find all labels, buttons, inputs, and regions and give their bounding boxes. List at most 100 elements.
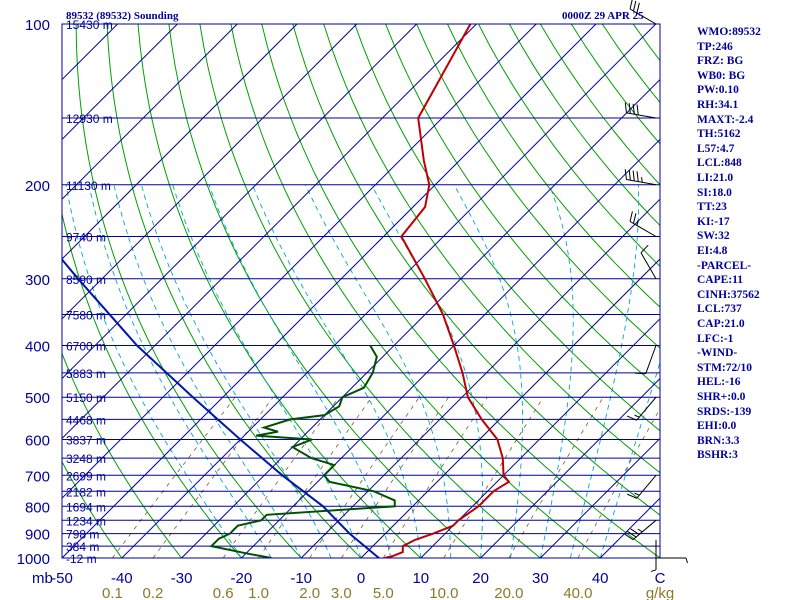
isotherm	[62, 24, 298, 260]
height-label: 5150 m	[66, 391, 106, 405]
moist-adiabat	[251, 184, 422, 558]
moist-adiabat	[569, 184, 640, 558]
temperature-tick-label: 20	[472, 570, 489, 587]
moist-adiabat	[172, 184, 362, 558]
stat-item: LI:21.0	[697, 172, 734, 184]
stat-item: STM:72/10	[697, 361, 752, 374]
pressure-tick-label: 300	[25, 272, 50, 289]
stat-item: SI:18.0	[697, 186, 732, 199]
isotherm	[62, 24, 178, 141]
height-label: 12930 m	[66, 112, 113, 126]
temperature-tick-label: -30	[171, 570, 193, 587]
pressure-tick-label: 1000	[17, 551, 50, 568]
mixing-ratio-unit-label: g/kg	[646, 585, 674, 600]
wind-barb	[624, 519, 657, 541]
height-label: 4468 m	[66, 413, 106, 427]
stat-item: CAPE:11	[697, 274, 743, 287]
isotherm	[360, 258, 660, 558]
stat-item: WB0: BG	[697, 69, 746, 82]
dry-adiabat	[788, 24, 800, 558]
moist-adiabat	[113, 184, 302, 558]
height-label: 5883 m	[66, 367, 106, 381]
pressure-tick-label: 100	[25, 17, 50, 34]
wind-barb	[624, 169, 657, 186]
stat-item: SHR+:0.0	[697, 391, 746, 403]
isotherm	[62, 24, 358, 320]
stat-item: -PARCEL-	[697, 259, 752, 272]
isotherm	[62, 24, 477, 440]
wind-barb	[640, 244, 657, 280]
height-label: 9740 m	[66, 230, 106, 244]
pressure-tick-label: 500	[25, 390, 50, 407]
mixing-ratio-tick-label: 20.0	[494, 585, 523, 600]
height-label: 798 m	[66, 528, 99, 542]
temperature-tick-label: 0	[357, 570, 365, 587]
temperature-tick-label: -10	[290, 570, 312, 587]
temperature-tick-label: 40	[592, 570, 609, 587]
stat-item: LFC:-1	[697, 332, 734, 345]
mixing-ratio-tick-label: 2.0	[299, 585, 320, 600]
stat-item: HEL:-16	[697, 376, 741, 389]
isotherm	[62, 24, 417, 380]
stat-item: TT:23	[697, 201, 727, 214]
dry-adiabat	[168, 24, 481, 558]
height-label: 3248 m	[66, 452, 106, 466]
wind-barb	[629, 211, 657, 237]
isotherm	[121, 24, 657, 558]
wind-barb	[656, 557, 688, 564]
stat-item: MAXT:-2.4	[697, 113, 754, 126]
plot-area	[62, 24, 800, 558]
height-label: 6700 m	[66, 340, 106, 354]
isotherm	[181, 78, 660, 558]
pressure-tick-label: 400	[25, 339, 50, 356]
height-label: -12 m	[66, 552, 97, 566]
mixing-ratio-line	[508, 396, 604, 558]
stat-item: BRN:3.3	[697, 434, 740, 447]
mixing-ratio-tick-label: 0.6	[213, 585, 234, 600]
temperature-tick-label: 10	[412, 570, 429, 587]
sounding-time: 0000Z 29 APR 25	[562, 10, 644, 22]
mixing-ratio-tick-label: 1.0	[248, 585, 269, 600]
isotherm	[480, 377, 660, 558]
wind-barb	[650, 539, 657, 572]
moist-adiabat	[65, 184, 242, 558]
wind-barb	[629, 0, 657, 25]
dewpoint-line	[209, 344, 396, 558]
pressure-tick-label: 800	[25, 499, 50, 516]
stat-item: TH:5162	[697, 128, 741, 141]
height-label: 384 m	[66, 540, 99, 554]
stat-item: BSHR:3	[697, 449, 738, 462]
x-axis-label: mb	[32, 570, 53, 587]
stat-item: CAP:21.0	[697, 318, 745, 330]
parcel-line	[62, 258, 380, 558]
plot-frame	[61, 23, 661, 559]
stat-item: CINH:37562	[697, 288, 760, 301]
moist-adiabat	[88, 184, 272, 558]
isotherm	[540, 437, 660, 558]
height-label: 2182 m	[66, 485, 106, 499]
pressure-tick-label: 200	[25, 178, 50, 195]
wind-barb	[635, 345, 657, 375]
height-label: 7580 m	[66, 309, 106, 323]
stat-item: SRDS:-139	[697, 405, 752, 418]
temperature-tick-label: -40	[111, 570, 133, 587]
moist-adiabat	[539, 184, 574, 558]
stat-item: EI:4.8	[697, 245, 728, 257]
height-label: 8590 m	[66, 273, 106, 287]
wind-barb	[626, 474, 657, 499]
mixing-ratio-tick-label: 0.1	[102, 585, 123, 600]
stat-item: RH:34.1	[697, 99, 739, 111]
isotherm	[62, 24, 597, 558]
dry-adiabat	[106, 24, 362, 558]
height-label: 2699 m	[66, 469, 106, 483]
dry-adiabat	[539, 24, 660, 186]
stat-item: SW:32	[697, 230, 730, 243]
height-label: 3837 m	[66, 434, 106, 448]
pressure-tick-label: 700	[25, 468, 50, 485]
temperature-line	[384, 24, 511, 558]
temperature-tick-label: -50	[51, 570, 73, 587]
isotherm	[62, 24, 238, 200]
dry-adiabat	[757, 24, 800, 558]
height-label: 11130 m	[66, 179, 111, 193]
